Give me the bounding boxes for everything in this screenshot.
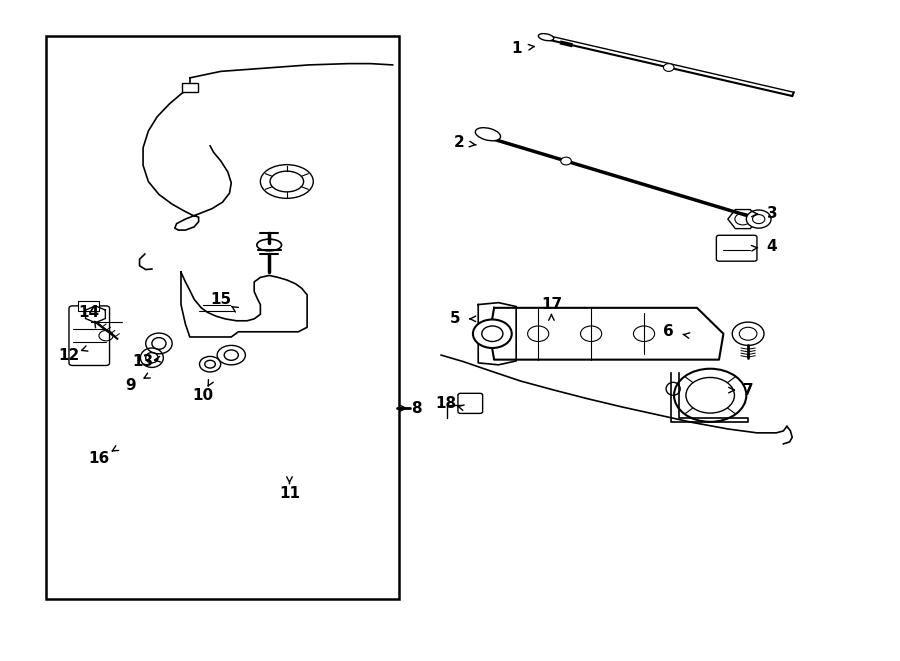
- Text: 7: 7: [742, 383, 753, 398]
- Circle shape: [472, 319, 512, 348]
- Text: 6: 6: [663, 325, 674, 339]
- Bar: [77, 301, 99, 311]
- Ellipse shape: [538, 34, 554, 41]
- Text: 5: 5: [450, 311, 461, 327]
- Bar: [182, 83, 198, 92]
- Text: 17: 17: [541, 297, 562, 312]
- Text: 13: 13: [132, 354, 154, 369]
- Circle shape: [663, 63, 674, 71]
- Text: 15: 15: [210, 292, 231, 307]
- Text: 12: 12: [58, 348, 79, 363]
- Polygon shape: [181, 272, 307, 337]
- Circle shape: [746, 210, 771, 228]
- Text: 11: 11: [279, 486, 300, 501]
- Text: 14: 14: [77, 305, 99, 320]
- Text: 18: 18: [435, 395, 456, 410]
- Bar: [46, 36, 399, 600]
- Ellipse shape: [475, 128, 500, 141]
- Text: 9: 9: [125, 378, 136, 393]
- Text: 2: 2: [454, 135, 464, 150]
- Text: 1: 1: [511, 41, 521, 56]
- Text: 4: 4: [767, 239, 778, 254]
- Text: 16: 16: [88, 451, 110, 466]
- Text: 10: 10: [193, 388, 213, 403]
- Text: 8: 8: [411, 401, 422, 416]
- Text: 3: 3: [767, 206, 778, 221]
- Circle shape: [561, 157, 572, 165]
